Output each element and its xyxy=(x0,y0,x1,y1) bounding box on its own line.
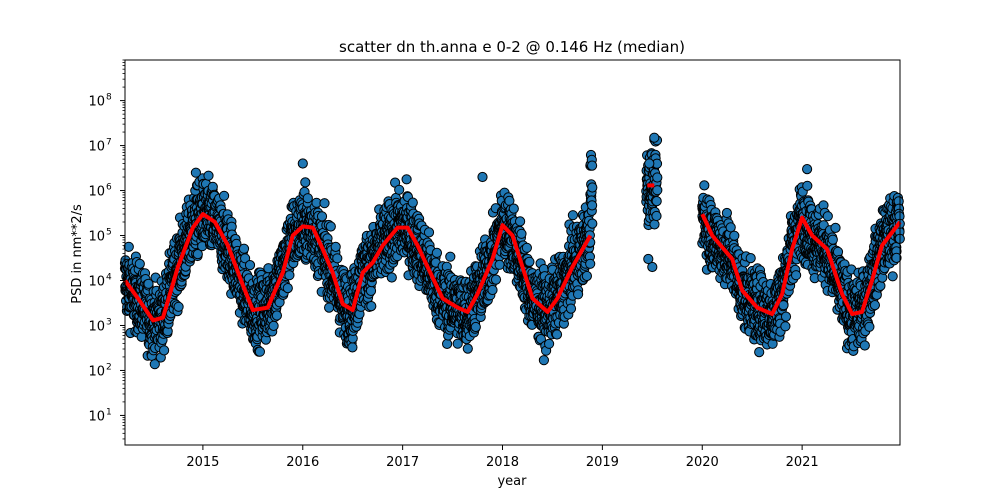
data-point xyxy=(220,191,229,200)
chart-title: scatter dn th.anna e 0-2 @ 0.146 Hz (med… xyxy=(339,38,685,56)
data-point xyxy=(516,217,525,226)
data-point xyxy=(781,322,790,331)
data-point xyxy=(446,252,455,261)
data-point xyxy=(746,254,755,263)
data-point xyxy=(333,254,342,263)
data-point xyxy=(432,248,441,257)
data-point xyxy=(424,228,433,237)
data-point xyxy=(285,271,294,280)
data-point xyxy=(652,197,661,206)
data-point xyxy=(831,223,840,232)
y-axis-label: PSD in nm**2/s xyxy=(70,204,85,304)
data-point xyxy=(453,339,462,348)
data-point xyxy=(402,175,411,184)
data-point xyxy=(301,178,310,187)
x-axis-label: year xyxy=(497,474,527,489)
data-point xyxy=(588,183,597,192)
data-point xyxy=(174,302,183,311)
data-point xyxy=(582,271,591,280)
x-tick-label: 2021 xyxy=(786,455,819,470)
data-point xyxy=(566,304,575,313)
data-point xyxy=(239,244,248,253)
data-point xyxy=(545,339,554,348)
data-point xyxy=(588,219,597,228)
data-point xyxy=(568,211,577,220)
data-point xyxy=(124,242,133,251)
data-point xyxy=(298,159,307,168)
data-point xyxy=(269,321,278,330)
data-point xyxy=(645,159,654,168)
data-point xyxy=(650,133,659,142)
x-tick-label: 2018 xyxy=(486,455,519,470)
data-point xyxy=(317,212,326,221)
data-point xyxy=(488,285,497,294)
data-point xyxy=(517,229,526,238)
data-point xyxy=(387,273,396,282)
data-point xyxy=(828,235,837,244)
data-point xyxy=(408,198,417,207)
data-point xyxy=(395,185,404,194)
data-point xyxy=(525,257,534,266)
data-point xyxy=(283,284,292,293)
data-point xyxy=(588,161,597,170)
data-point xyxy=(463,344,472,353)
data-point xyxy=(135,259,144,268)
data-point xyxy=(348,343,357,352)
data-point xyxy=(491,275,500,284)
x-tick-label: 2015 xyxy=(186,455,219,470)
data-point xyxy=(245,261,254,270)
data-point xyxy=(552,330,561,339)
data-point xyxy=(755,348,764,357)
data-point xyxy=(255,347,264,356)
data-point xyxy=(803,181,812,190)
x-tick-label: 2016 xyxy=(286,455,319,470)
data-point xyxy=(320,199,329,208)
data-point xyxy=(443,339,452,348)
data-point xyxy=(331,242,340,251)
data-point xyxy=(888,272,897,281)
data-point xyxy=(160,346,169,355)
data-point xyxy=(870,301,879,310)
data-point xyxy=(272,311,281,320)
data-point xyxy=(876,281,885,290)
data-point xyxy=(478,172,487,181)
data-point xyxy=(366,286,375,295)
data-point xyxy=(803,165,812,174)
data-point xyxy=(730,231,739,240)
data-point xyxy=(471,322,480,331)
data-point xyxy=(191,168,200,177)
data-point xyxy=(326,222,335,231)
data-point xyxy=(792,271,801,280)
data-point xyxy=(539,356,548,365)
data-point xyxy=(865,322,874,331)
data-point xyxy=(509,204,518,213)
data-point xyxy=(367,302,376,311)
data-point xyxy=(574,290,583,299)
data-point xyxy=(137,332,146,341)
data-point xyxy=(781,312,790,321)
data-point xyxy=(522,243,531,252)
data-point xyxy=(588,201,597,210)
data-point xyxy=(823,212,832,221)
data-point xyxy=(653,173,662,182)
data-point xyxy=(303,194,312,203)
x-tick-label: 2017 xyxy=(386,455,419,470)
x-tick-label: 2019 xyxy=(586,455,619,470)
data-point xyxy=(860,341,869,350)
x-tick-label: 2020 xyxy=(686,455,719,470)
data-point xyxy=(204,171,213,180)
data-point xyxy=(700,181,709,190)
data-point xyxy=(722,208,731,217)
data-point xyxy=(586,259,595,268)
data-point xyxy=(650,220,659,229)
data-point xyxy=(644,254,653,263)
data-point xyxy=(833,247,842,256)
data-point xyxy=(652,211,661,220)
